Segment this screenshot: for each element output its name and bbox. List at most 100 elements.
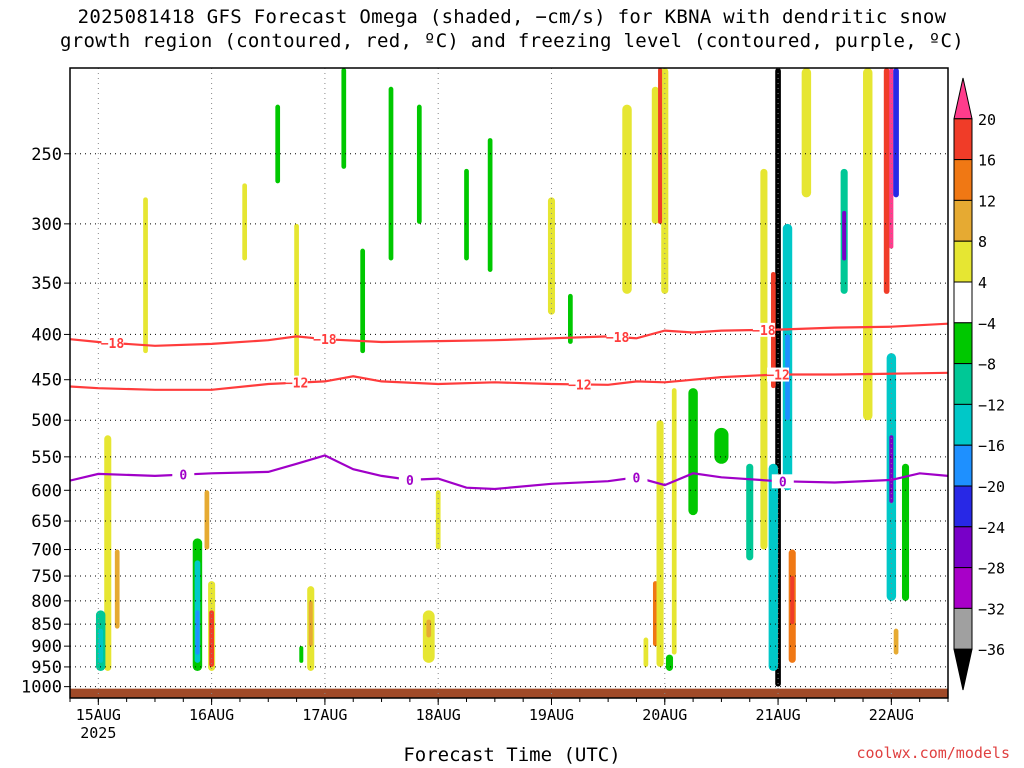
omega-shade-0	[104, 435, 112, 671]
omega-shade-20	[416, 104, 422, 224]
y-tick-label-6: 550	[31, 448, 62, 468]
underground-fill	[70, 688, 948, 698]
colorbar-label-11: −28	[978, 560, 1005, 578]
colorbar-seg-6	[953, 322, 973, 365]
y-tick-label-14: 950	[31, 658, 62, 678]
omega-shade-36	[671, 388, 677, 655]
omega-shade-38	[714, 427, 729, 464]
contour-line-0	[70, 322, 948, 347]
contour-label-bg-2-1	[398, 472, 421, 487]
contour-label-bg-0-2	[606, 329, 629, 344]
contour-line-2	[70, 454, 948, 491]
colorbar-label-3: 8	[978, 233, 987, 251]
omega-shade-35	[665, 654, 674, 671]
colorbar-seg-2	[953, 159, 973, 201]
contour-label-2-0: 0	[179, 469, 187, 484]
colorbar-seg-5	[953, 281, 973, 324]
y-tick-label-12: 850	[31, 615, 62, 635]
omega-shade-50	[842, 210, 847, 261]
y-tick-label-11: 800	[31, 592, 62, 612]
colorbar-label-9: −20	[978, 478, 1005, 496]
x-axis-label: Forecast Time (UTC)	[403, 744, 621, 766]
plot-area: −18 −18 −18 −18 −12 −12 −12 0 0 0 0	[70, 68, 948, 698]
x-tick-label-6: 21AUG	[755, 706, 800, 724]
colorbar-seg-12	[953, 567, 973, 609]
contour-label-bg-0-0	[101, 335, 124, 350]
contour-label-0-2: −18	[606, 331, 630, 346]
colorbar-label-8: −16	[978, 437, 1005, 455]
x-year-label: 2025	[80, 724, 116, 742]
colorbar-label-2: 12	[978, 192, 996, 210]
colorbar-seg-13	[953, 607, 973, 650]
contour-label-bg-1-0	[285, 375, 308, 390]
omega-shade-52	[883, 68, 890, 294]
contour-label-1-1: −12	[568, 378, 591, 393]
omega-shade-40	[760, 168, 768, 550]
omega-shade-54	[893, 68, 899, 198]
omega-shade-3	[114, 549, 120, 629]
omega-shade-18	[360, 248, 366, 354]
omega-shade-48	[801, 68, 812, 198]
contour-label-0-3: −18	[752, 324, 776, 339]
y-tick-label-0: 250	[31, 145, 62, 165]
omega-shade-46	[790, 576, 795, 625]
y-tick-label-3: 400	[31, 325, 62, 345]
omega-shade-25	[487, 138, 493, 272]
omega-shade-42	[768, 463, 779, 671]
omega-shade-16	[299, 646, 304, 663]
plot-frame	[69, 67, 949, 699]
x-tick-label-3: 18AUG	[416, 706, 461, 724]
y-tick-label-1: 300	[31, 215, 62, 235]
colorbar-seg-3	[953, 199, 973, 242]
colorbar-seg-9	[953, 444, 973, 487]
colorbar-seg-1	[953, 118, 973, 161]
x-tick-label-7: 22AUG	[869, 706, 914, 724]
omega-shade-21	[435, 490, 441, 550]
colorbar-seg-4	[953, 240, 973, 283]
colorbar-seg-7	[953, 363, 973, 405]
y-tick-label-15: 1000	[21, 678, 62, 698]
contour-label-bg-2-0	[172, 467, 195, 482]
omega-shade-57	[901, 463, 910, 601]
contour-label-bg-2-2	[625, 470, 648, 485]
x-tick-label-2: 17AUG	[302, 706, 347, 724]
omega-shade-15	[308, 600, 313, 647]
colorbar-arrow-top	[953, 77, 973, 120]
omega-shade-13	[294, 223, 299, 380]
omega-shade-37	[688, 388, 698, 516]
omega-shade-12	[275, 104, 281, 184]
omega-shade-34	[656, 420, 664, 667]
omega-shade-7	[195, 610, 200, 655]
y-tick-label-4: 450	[31, 371, 62, 391]
contour-label-2-3: 0	[779, 475, 787, 490]
contour-label-bg-1-2	[767, 367, 790, 382]
colorbar-label-4: 4	[978, 274, 987, 292]
omega-shade-39	[746, 463, 754, 561]
omega-shade-27	[568, 293, 573, 344]
omega-shade-28	[622, 104, 632, 294]
y-tick-label-8: 650	[31, 512, 62, 532]
contour-label-bg-0-1	[313, 332, 336, 347]
y-tick-label-7: 600	[31, 481, 62, 501]
omega-shade-31	[661, 68, 669, 294]
y-tick-label-9: 700	[31, 541, 62, 561]
x-tick-label-5: 20AUG	[642, 706, 687, 724]
colorbar-label-12: −32	[978, 600, 1005, 618]
y-tick-label-2: 350	[31, 274, 62, 294]
chart-title-line2: growth region (contoured, red, ºC) and f…	[60, 30, 964, 52]
colorbar-seg-11	[953, 526, 973, 569]
contour-label-bg-1-1	[568, 377, 591, 392]
colorbar-label-7: −12	[978, 396, 1005, 414]
x-tick-label-0: 15AUG	[76, 706, 121, 724]
contour-label-bg-2-3	[771, 474, 794, 489]
omega-shade-29	[643, 637, 649, 667]
omega-shade-32	[658, 68, 663, 224]
credit-text: coolwx.com/models	[856, 744, 1010, 762]
contour-line-1	[70, 371, 948, 391]
colorbar-label-10: −24	[978, 519, 1005, 537]
contour-label-2-1: 0	[406, 474, 414, 489]
colorbar-label-1: 16	[978, 152, 996, 170]
y-tick-label-5: 500	[31, 411, 62, 431]
omega-shade-30	[651, 86, 659, 224]
